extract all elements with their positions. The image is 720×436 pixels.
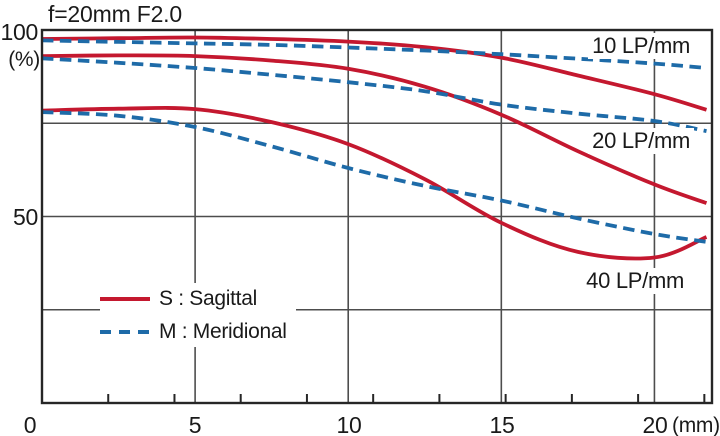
y-axis-unit: (%) — [8, 48, 40, 71]
chart-title: f=20mm F2.0 — [48, 1, 182, 27]
meridional-line-sample — [100, 329, 150, 334]
legend: S : Sagittal M : Meridional — [100, 283, 296, 347]
legend-row-meridional: M : Meridional — [100, 320, 296, 344]
curve-label-10lpmm: 10 LP/mm — [588, 33, 694, 59]
y-axis-label-50: 50 — [13, 204, 38, 230]
x-tick-label-10: 10 — [336, 412, 362, 436]
curve-label-40lpmm: 40 LP/mm — [582, 268, 688, 294]
x-tick-label-0: 0 — [23, 412, 37, 436]
sagittal-line-sample — [100, 296, 150, 301]
y-axis-label-100: 100 — [0, 19, 39, 45]
x-tick-label-15: 15 — [489, 412, 515, 436]
x-axis-unit: (mm) — [672, 414, 720, 436]
x-tick-label-5: 5 — [188, 412, 202, 436]
legend-label-sagittal: S : Sagittal — [159, 286, 257, 310]
x-tick-label-20: 20 — [642, 412, 668, 436]
legend-row-sagittal: S : Sagittal — [100, 287, 296, 311]
curve-label-20lpmm: 20 LP/mm — [588, 128, 694, 154]
legend-label-meridional: M : Meridional — [159, 319, 287, 343]
